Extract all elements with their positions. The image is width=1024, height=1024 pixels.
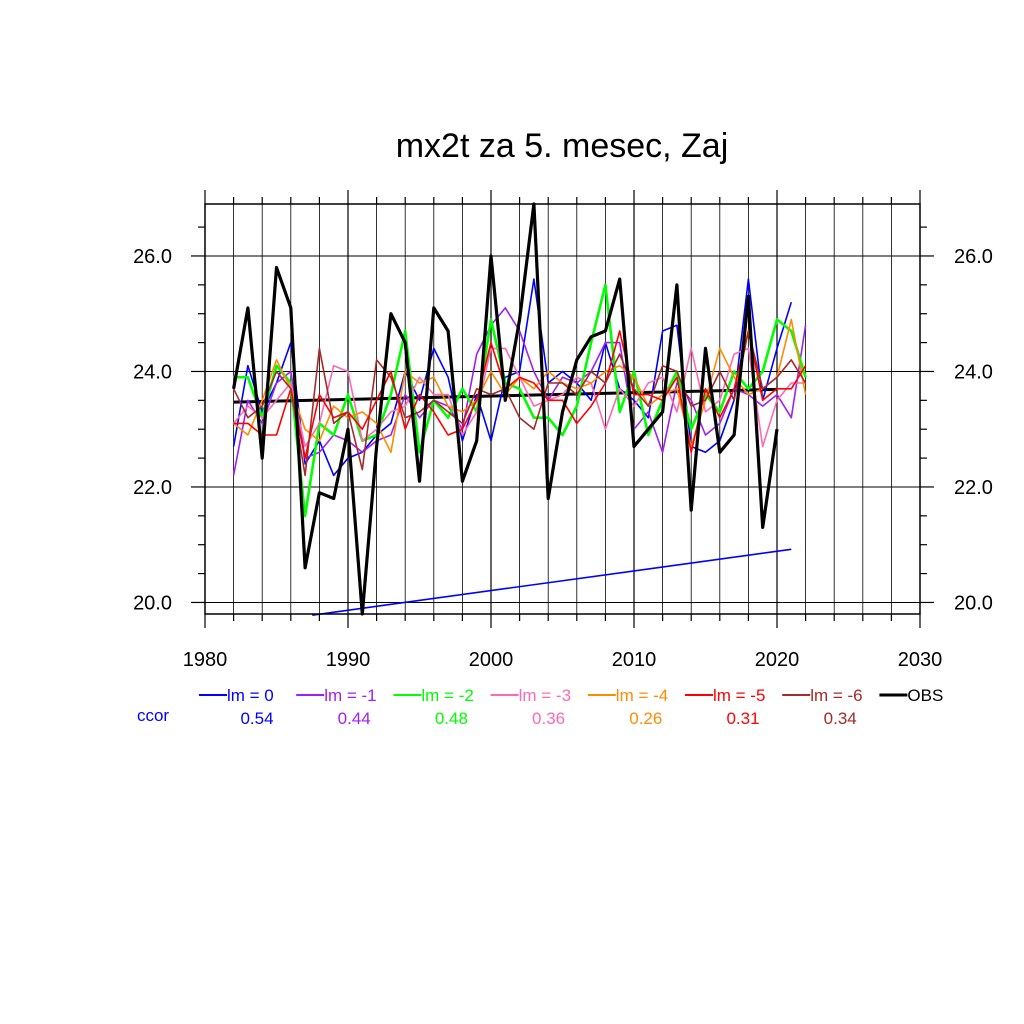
y-tick-label-left: 24.0 [133,361,172,383]
y-tick-label-left: 22.0 [133,477,172,499]
trend-line [312,548,792,616]
y-tick-label-right: 26.0 [954,246,993,268]
x-tick-label: 2020 [755,649,800,671]
ccor-label: ccor [137,706,169,725]
ccor-value: 0.34 [824,709,857,728]
legend-label: lm = -3 [519,686,571,705]
x-tick-label: 2010 [612,649,657,671]
series-line-5 [233,330,807,459]
series-line-2 [233,283,807,518]
legend-label: OBS [907,686,943,705]
series-line-1 [232,307,807,476]
x-tick-label: 1980 [183,649,228,671]
axis-ticks: 1980 1990 2000 2010 2020 2030 20.0 20.0 22.0 22.0… [133,246,993,671]
ccor-value: 0.31 [726,709,759,728]
y-tick-label-left: 20.0 [133,592,172,614]
legend-label: lm = -6 [810,686,862,705]
y-tick-label-left: 26.0 [133,246,172,268]
ccor-value: 0.48 [435,709,468,728]
legend-label: lm = -5 [713,686,765,705]
y-tick-label-right: 24.0 [954,361,993,383]
x-tick-label: 1990 [326,649,371,671]
plot-border [204,203,921,615]
y-tick-label-right: 20.0 [954,592,993,614]
series-line-0 [232,278,793,477]
plot-frame [191,190,934,628]
ccor-value: 0.54 [240,709,273,728]
legend-label: lm = -4 [616,686,668,705]
legend-label: lm = 0 [227,686,274,705]
x-tick-label: 2000 [469,649,514,671]
x-tick-label: 2030 [898,649,943,671]
ccor-value: 0.44 [338,709,371,728]
ccor-value: 0.26 [629,709,662,728]
legend-label: lm = -2 [421,686,473,705]
y-tick-label-right: 22.0 [954,477,993,499]
chart-title: mx2t za 5. mesec, Zaj [396,127,729,165]
legend-label: lm = -1 [324,686,376,705]
series-line-7 [232,202,779,616]
series-layer [232,202,807,616]
ccor-value: 0.36 [532,709,565,728]
legend: lm = 0 0.54 lm = -1 0.44 lm = -2 0.48 lm = -3 0… [137,686,943,728]
